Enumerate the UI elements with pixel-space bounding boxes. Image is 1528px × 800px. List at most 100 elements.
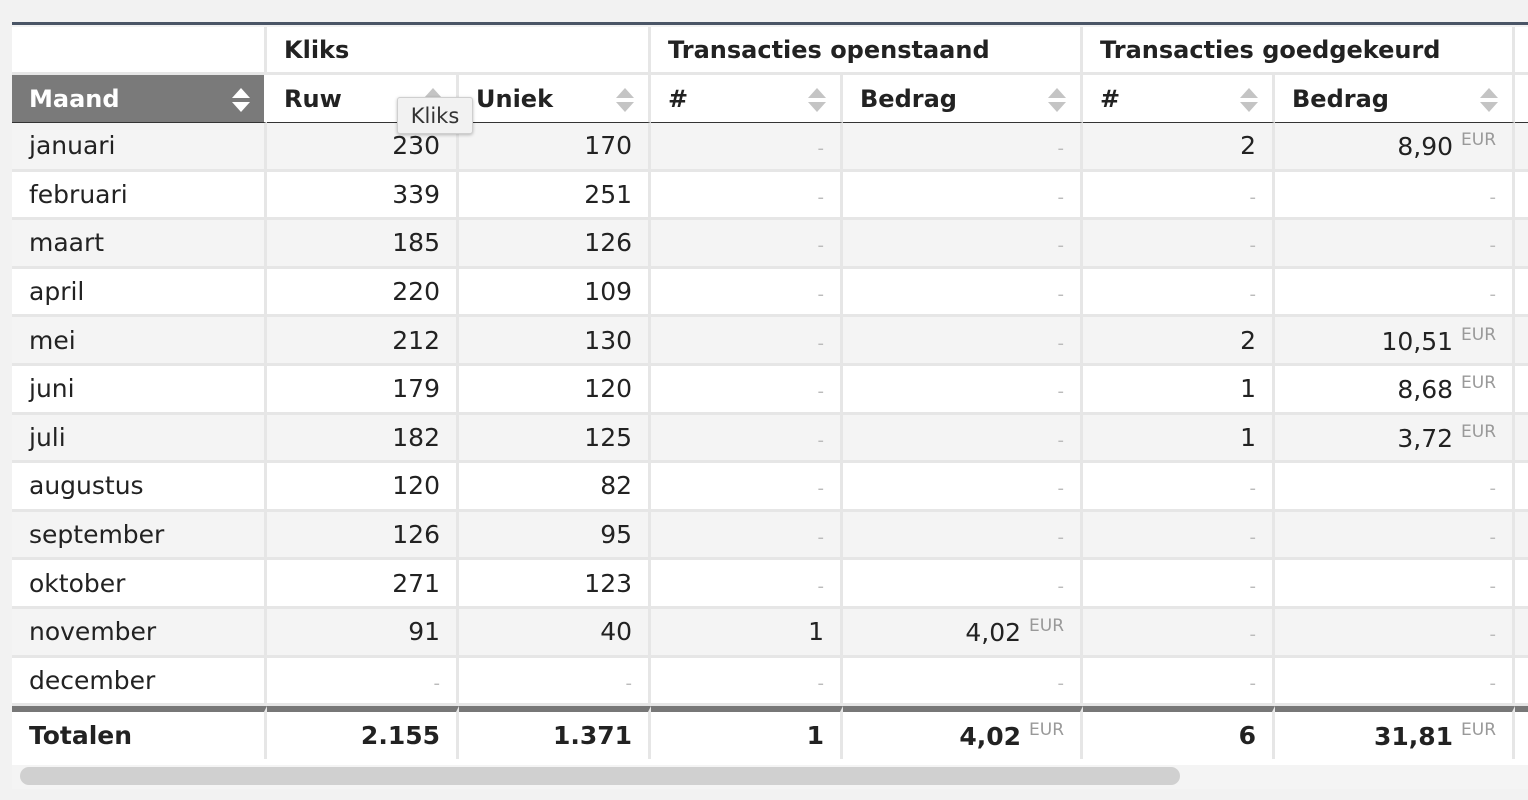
open-count-cell: 1 bbox=[651, 608, 844, 658]
empty-value-dash: - bbox=[817, 284, 825, 306]
empty-value-dash: - bbox=[1489, 235, 1497, 257]
sort-updown-icon[interactable] bbox=[1048, 88, 1067, 112]
overflow-cell bbox=[1515, 220, 1528, 269]
maand-cell: november bbox=[12, 608, 267, 658]
table-row: oktober 271 123 - - - - bbox=[12, 560, 1528, 609]
open-bedrag-cell: - bbox=[843, 268, 1084, 318]
column-header-label: # bbox=[668, 84, 689, 113]
table-body: januari 230 170- -2 8,90 EUR februari 339 251- - -… bbox=[12, 123, 1528, 707]
totals-goed-bedrag: 31,81 EUR bbox=[1275, 706, 1516, 760]
goed-count-cell: - bbox=[1083, 657, 1276, 707]
empty-value-dash: - bbox=[1489, 575, 1497, 597]
open-count-cell: - bbox=[651, 220, 844, 269]
goed-count-cell: 1 bbox=[1083, 365, 1276, 415]
empty-value-dash: - bbox=[1057, 672, 1065, 694]
uniek-cell: 95 bbox=[459, 511, 652, 561]
totals-label: Totalen bbox=[12, 706, 267, 760]
table-row: mei 212 130- -2 10,51 EUR bbox=[12, 317, 1528, 366]
open-bedrag-cell: - bbox=[843, 220, 1084, 269]
ruw-cell: 230 bbox=[267, 123, 459, 172]
goed-count-cell: - bbox=[1083, 463, 1276, 512]
overflow-cell bbox=[1515, 414, 1528, 464]
table-row: juli 182 125- -1 3,72 EUR bbox=[12, 414, 1528, 464]
sort-updown-icon[interactable] bbox=[616, 88, 635, 112]
empty-value-dash: - bbox=[1057, 575, 1065, 597]
table-row: juni 179 120- -1 8,68 EUR bbox=[12, 365, 1528, 415]
totals-overflow bbox=[1515, 706, 1528, 760]
ruw-cell: 120 bbox=[267, 463, 459, 512]
currency-label: EUR bbox=[1029, 720, 1065, 741]
currency-label: EUR bbox=[1461, 421, 1497, 442]
empty-value-dash: - bbox=[1057, 235, 1065, 257]
goed-bedrag-cell: - bbox=[1275, 657, 1516, 707]
empty-value-dash: - bbox=[817, 672, 825, 694]
column-tooltip: Kliks bbox=[397, 97, 473, 134]
table-row: augustus 120 82 - - - - bbox=[12, 463, 1528, 512]
column-header-open-bedrag[interactable]: Bedrag bbox=[843, 75, 1084, 123]
empty-value-dash: - bbox=[817, 138, 825, 160]
sort-updown-icon[interactable] bbox=[232, 88, 250, 112]
column-header-label: Ruw bbox=[284, 84, 342, 113]
empty-value-dash: - bbox=[1249, 235, 1257, 257]
sort-updown-icon[interactable] bbox=[808, 88, 827, 112]
maand-cell: augustus bbox=[12, 463, 267, 512]
goed-bedrag-cell: 8,68 EUR bbox=[1275, 365, 1516, 415]
empty-value-dash: - bbox=[1489, 186, 1497, 208]
open-bedrag-cell: - bbox=[843, 365, 1084, 415]
maand-cell: mei bbox=[12, 317, 267, 366]
goed-count-cell: - bbox=[1083, 511, 1276, 561]
group-header-transacties-goedgekeurd: Transacties goedgekeurd bbox=[1083, 27, 1516, 75]
uniek-cell: 109 bbox=[459, 268, 652, 318]
goed-bedrag-cell: - bbox=[1275, 560, 1516, 609]
open-count-cell: - bbox=[651, 511, 844, 561]
sort-updown-icon[interactable] bbox=[1240, 88, 1259, 112]
open-bedrag-cell: 4,02 EUR bbox=[843, 608, 1084, 658]
open-bedrag-cell: - bbox=[843, 414, 1084, 464]
goed-bedrag-cell: 10,51 EUR bbox=[1275, 317, 1516, 366]
totals-row: Totalen 2.155 1.371 1 4,02 EUR 6 31,81 EUR bbox=[12, 706, 1528, 760]
totals-goed-count: 6 bbox=[1083, 706, 1276, 760]
empty-value-dash: - bbox=[817, 429, 825, 451]
currency-label: EUR bbox=[1029, 616, 1065, 637]
open-bedrag-cell: - bbox=[843, 560, 1084, 609]
ruw-cell: 126 bbox=[267, 511, 459, 561]
uniek-cell: 40 bbox=[459, 608, 652, 658]
table-row: september 126 95 - - - - bbox=[12, 511, 1528, 561]
totals-open-bedrag: 4,02 EUR bbox=[843, 706, 1084, 760]
column-header-goed-bedrag[interactable]: Bedrag bbox=[1275, 75, 1516, 123]
open-count-cell: - bbox=[651, 123, 844, 172]
empty-value-dash: - bbox=[817, 235, 825, 257]
empty-value-dash: - bbox=[1057, 186, 1065, 208]
column-header-uniek[interactable]: Uniek bbox=[459, 75, 652, 123]
group-header-transacties-openstaand: Transacties openstaand bbox=[651, 27, 1084, 75]
goed-count-cell: - bbox=[1083, 268, 1276, 318]
column-header-label: Bedrag bbox=[860, 84, 957, 113]
open-bedrag-cell: - bbox=[843, 463, 1084, 512]
empty-value-dash: - bbox=[1057, 381, 1065, 403]
currency-label: EUR bbox=[1461, 720, 1497, 741]
open-count-cell: - bbox=[651, 268, 844, 318]
sort-updown-icon[interactable] bbox=[1480, 88, 1499, 112]
column-header-label: Uniek bbox=[476, 84, 554, 113]
goed-count-cell: 2 bbox=[1083, 317, 1276, 366]
table-scroll-container: Kliks Transacties openstaand Transacties… bbox=[12, 27, 1528, 765]
group-header-row: Kliks Transacties openstaand Transacties… bbox=[12, 27, 1528, 75]
maand-cell: maart bbox=[12, 220, 267, 269]
group-header-kliks: Kliks bbox=[267, 27, 652, 75]
amount-value: 8,90 bbox=[1397, 132, 1454, 162]
table-row: november 91 40 1 4,02 EUR - - bbox=[12, 608, 1528, 658]
column-header-maand[interactable]: Maand bbox=[12, 75, 267, 123]
column-header-goed-count[interactable]: # bbox=[1083, 75, 1276, 123]
uniek-cell: - bbox=[459, 657, 652, 707]
ruw-cell: - bbox=[267, 657, 459, 707]
open-count-cell: - bbox=[651, 463, 844, 512]
totals-uniek: 1.371 bbox=[459, 706, 652, 760]
column-header-open-count[interactable]: # bbox=[651, 75, 844, 123]
uniek-cell: 125 bbox=[459, 414, 652, 464]
empty-value-dash: - bbox=[817, 332, 825, 354]
open-bedrag-cell: - bbox=[843, 511, 1084, 561]
open-count-cell: - bbox=[651, 657, 844, 707]
scrollbar-thumb[interactable] bbox=[20, 767, 1180, 785]
empty-value-dash: - bbox=[1249, 624, 1257, 646]
horizontal-scrollbar[interactable] bbox=[12, 765, 1528, 789]
